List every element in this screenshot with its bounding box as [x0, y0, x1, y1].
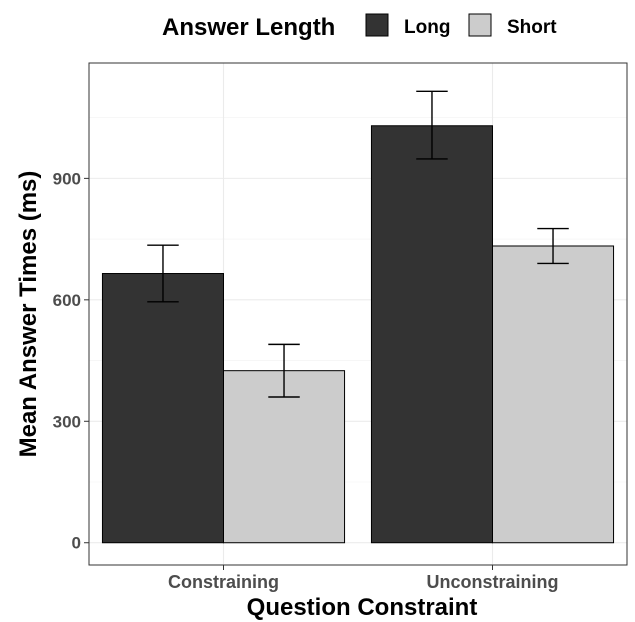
plot-border: [88, 62, 628, 566]
legend-key-short: [468, 13, 492, 37]
y-axis: 0 300 600 900: [53, 169, 89, 553]
bar-long: [101, 273, 224, 544]
bars: [101, 125, 615, 544]
x-axis: Constraining Unconstraining: [168, 565, 559, 592]
legend: Answer Length Long Short: [162, 13, 557, 41]
legend-title: Answer Length: [162, 14, 335, 41]
error-bars: [147, 90, 569, 398]
bar-long: [370, 125, 494, 544]
legend-label-long: Long: [404, 17, 450, 38]
legend-label-short: Short: [507, 17, 557, 38]
y-tick-label: 300: [53, 412, 81, 431]
bar-short: [223, 370, 346, 544]
error-bar-long: [147, 244, 179, 303]
x-tick-label: Unconstraining: [426, 572, 558, 592]
error-bar-short: [537, 227, 569, 265]
y-axis-title: Mean Answer Times (ms): [15, 171, 42, 458]
x-tick-label: Constraining: [168, 572, 279, 592]
error-bar-long: [416, 90, 448, 160]
y-tick-label: 0: [72, 534, 81, 553]
error-bar-short: [268, 343, 300, 398]
y-tick-label: 900: [53, 169, 81, 188]
bar-short: [492, 245, 615, 544]
x-axis-title: Question Constraint: [247, 594, 478, 621]
y-tick-label: 600: [53, 291, 81, 310]
legend-key-long: [365, 13, 389, 37]
